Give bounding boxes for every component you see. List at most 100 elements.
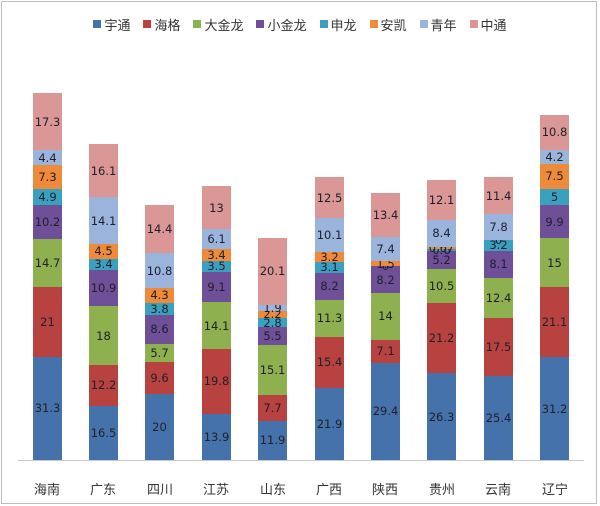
data-label: 2.8 [263,315,282,330]
bar-segment [540,287,569,358]
data-label: 14.4 [146,221,173,236]
bar-segment [145,205,174,253]
bar-segment [427,247,456,250]
bar-segment [315,272,344,300]
bar-segment [315,218,344,252]
data-label: 8.4 [432,226,451,241]
data-label: 3.4 [94,257,113,272]
data-label: 4.3 [150,288,169,303]
legend-swatch-icon [419,20,428,28]
bar-segment [540,205,569,238]
data-label: 15.1 [259,363,286,378]
x-axis-label: 四川 [146,483,173,498]
legend-label: 大金龙 [204,18,244,34]
bar-stack: 16.5 12.2 18 10.9 3.4 4.5 14.1 16.1 [89,144,118,460]
bar-segment [540,163,569,189]
data-label: 10.9 [90,280,117,295]
legend-swatch-icon [256,20,265,28]
data-label: 7.3 [38,170,57,185]
data-label: 19.8 [203,374,230,389]
bar-segment [484,277,513,319]
data-label: 7.7 [263,401,282,416]
legend-label: 申龙 [330,18,357,34]
data-label: 12.5 [316,190,343,205]
bar-segment [484,240,513,251]
bar-segment [258,318,287,328]
bar-segment [145,302,174,316]
bar-stack: 31.2 21.1 15 9.9 5 7.5 4.2 10.8 [540,114,569,460]
data-label: 7.5 [545,169,564,184]
bar-segment [89,365,118,406]
data-label: 7.8 [489,220,508,235]
legend-item-dajinlong: 大金龙 [193,15,243,34]
data-label: 16.1 [90,163,117,178]
data-label: 21.1 [541,315,568,330]
bar-segment [427,373,456,460]
data-label: 13 [209,200,224,215]
bar-segment [202,186,231,230]
bar-segment [145,315,174,344]
bar-segment [202,302,231,349]
legend-label: 小金龙 [267,18,307,34]
bar-segment [315,177,344,219]
data-label: 4.9 [38,190,57,205]
bar-segment [89,405,118,460]
data-label: 5.7 [150,345,169,360]
data-label: 31.3 [34,401,61,416]
bar-segment [427,179,456,220]
data-label: 3.2 [320,250,339,265]
bar-stack: 11.9 7.7 15.1 5.5 2.8 2.2 1.9 20.1 [258,238,287,460]
data-label: 21.2 [428,331,455,346]
bar-stack: 13.9 19.8 14.1 9.1 3.5 3.4 6.1 13 [202,186,231,460]
data-label: 12.4 [485,290,512,305]
x-axis-line [18,460,584,461]
legend-label: 海格 [154,18,181,34]
data-label: 14.1 [90,213,117,228]
data-label: 7.4 [376,242,395,257]
bar-segment [540,357,569,460]
bar-segment [145,252,174,289]
legend-swatch-icon [319,20,328,28]
bar-segment [371,261,400,267]
data-label: 9.6 [150,371,169,386]
data-label: 10.5 [428,278,455,293]
data-label: 9.9 [545,214,564,229]
bar-segment [258,310,287,319]
data-label: 20 [152,419,167,434]
bar-segment [89,305,118,366]
bar-segment [33,287,62,357]
bar-segment [202,272,231,303]
data-label: 4.2 [545,150,564,165]
data-label: 12.2 [90,378,117,393]
legend-item-ankai: 安凯 [369,15,407,34]
bar-segment [258,304,287,311]
bar-segment [258,327,287,346]
data-label: 3.1 [320,260,339,275]
data-label: 17.3 [34,114,61,129]
data-label: 14.1 [203,318,230,333]
data-label: 14 [378,309,393,324]
bar-segment [89,269,118,306]
legend-swatch-icon [93,20,102,28]
legend-item-haige: 海格 [143,15,180,34]
bar-segment [484,318,513,377]
data-label: 1.9 [263,300,282,315]
bar-segment [258,345,287,396]
bar-segment [258,395,287,421]
x-axis-label: 山东 [259,483,286,498]
data-label: 5 [550,189,559,204]
bar-segment [145,393,174,460]
bar-stack: 20 9.6 5.7 8.6 3.8 4.3 10.8 14.4 [145,205,174,460]
data-label: 0 [381,259,390,274]
bar-segment [371,266,400,294]
bar-stack: 25.4 17.5 12.4 8.1 3.2 0 7.8 11.4 [484,176,513,460]
bar-segment [145,288,174,303]
legend-label: 宇通 [104,18,131,34]
bar-segment [33,356,62,460]
data-label: 11.3 [316,311,343,326]
bar-segment [315,336,344,388]
data-label: 8.6 [150,322,169,337]
bar-segment [427,219,456,248]
data-label: 8.1 [489,257,508,272]
data-label: 6.1 [207,232,226,247]
